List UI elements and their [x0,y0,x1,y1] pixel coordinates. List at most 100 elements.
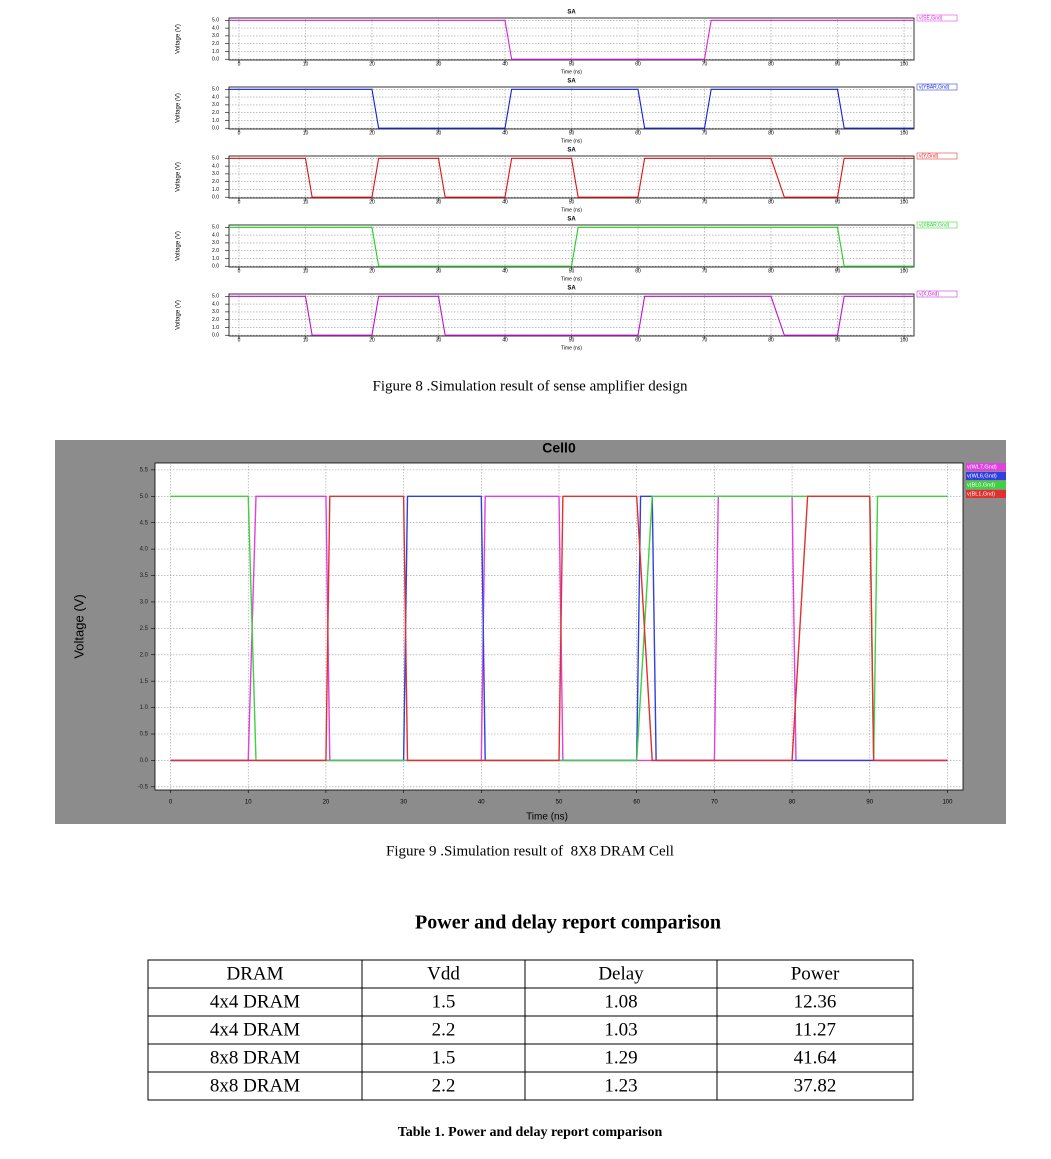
table-cell: 1.08 [604,991,637,1012]
x-tick-label: 10 [303,61,309,67]
table-cell: 2.2 [432,1019,456,1040]
y-tick-label: 2.5 [140,626,149,632]
x-tick-label: 50 [569,268,575,274]
y-tick-label: 3.0 [140,600,149,606]
series-line [229,19,914,60]
table-cell: 8x8 DRAM [210,1047,300,1068]
figure-caption: Figure 8 .Simulation result of sense amp… [373,378,688,394]
legend-swatch [966,481,1006,489]
x-tick-label: 60 [635,199,641,205]
y-tick-label: 0.0 [212,333,219,339]
x-tick-label: 50 [569,130,575,136]
x-tick-label: 100 [900,199,909,205]
y-tick-label: 5.5 [140,467,149,473]
chart-title: SA [567,79,576,85]
chart-title: SA [567,286,576,292]
y-tick-label: 4.0 [212,301,219,307]
y-tick-label: 5.0 [212,18,219,24]
series-line [229,295,914,336]
x-tick-label: 80 [768,268,774,274]
y-tick-label: 4.0 [140,547,149,553]
x-tick-label: 80 [768,337,774,343]
x-tick-label: 90 [835,199,841,205]
y-tick-label: 2.0 [212,248,219,254]
table-cell: 37.82 [794,1075,837,1096]
x-tick-label: 30 [436,61,442,67]
chart-title: SA [567,217,576,223]
x-tick-label: 0 [238,130,241,136]
x-tick-label: 0 [238,337,241,343]
x-tick-label: 40 [502,337,508,343]
y-axis-label: Voltage (V) [176,300,182,330]
chart-title: SA [567,10,576,16]
x-tick-label: 90 [835,337,841,343]
x-tick-label: 20 [369,61,375,67]
chart-title: SA [567,148,576,154]
x-tick-label: 80 [789,800,796,806]
x-tick-label: 100 [900,268,909,274]
x-tick-label: 0 [169,800,173,806]
y-tick-label: 1.0 [140,705,149,711]
table-cell: 1.29 [604,1047,637,1068]
x-tick-label: 80 [768,61,774,67]
figure-caption: Figure 9 .Simulation result of 8X8 DRAM … [386,843,674,859]
table-border [147,959,914,1101]
x-tick-label: 50 [569,199,575,205]
table-cell: 1.23 [604,1075,637,1096]
legend-box [916,14,958,22]
table-cell: 1.03 [604,1019,637,1040]
legend-label: v(SE,Gnd) [919,15,943,21]
y-tick-label: 3.0 [212,309,219,315]
x-tick-label: 70 [702,130,708,136]
y-axis-label: Voltage (V) [176,162,182,192]
y-tick-label: 2.0 [212,41,219,47]
legend-swatch [966,472,1006,480]
x-tick-label: 30 [436,337,442,343]
table-cell: 1.5 [432,991,456,1012]
y-tick-label: 3.0 [212,102,219,108]
legend-label: v(BL0,Gnd) [967,482,995,488]
x-tick-label: 20 [369,268,375,274]
x-tick-label: 90 [835,61,841,67]
x-tick-label: 60 [635,337,641,343]
y-tick-label: 1.0 [212,118,219,124]
x-tick-label: 70 [711,800,718,806]
y-tick-label: 5.0 [212,294,219,300]
x-axis-label: Time (ns) [561,207,582,213]
x-tick-label: 10 [245,800,252,806]
table-caption: Table 1. Power and delay report comparis… [398,1125,663,1140]
y-tick-label: 3.5 [140,573,149,579]
x-axis-label: Time (ns) [561,138,582,144]
x-tick-label: 100 [942,800,953,806]
y-tick-label: 1.0 [212,325,219,331]
x-tick-label: 90 [835,130,841,136]
y-tick-label: 5.0 [212,225,219,231]
y-axis-label: Voltage (V) [176,24,182,54]
y-tick-label: 0.5 [140,732,149,738]
y-tick-label: -0.5 [138,784,149,790]
x-tick-label: 40 [502,130,508,136]
x-tick-label: 50 [569,61,575,67]
table-cell: 1.5 [432,1047,456,1068]
y-tick-label: 5.0 [212,87,219,93]
y-tick-label: 1.0 [212,49,219,55]
table-title: Power and delay report comparison [415,912,721,934]
x-tick-label: 100 [900,337,909,343]
table-header-cell: Delay [598,963,644,984]
x-axis-label: Time (ns) [561,276,582,282]
x-tick-label: 30 [400,800,407,806]
y-tick-label: 2.0 [140,652,149,658]
series-line [229,157,914,198]
series-line [170,495,948,762]
legend-box [916,221,958,229]
series-line [229,88,914,129]
legend-label: v(Y,Gnd) [919,153,939,159]
y-tick-label: 0.0 [212,264,219,270]
x-tick-label: 0 [238,61,241,67]
y-tick-label: 4.5 [140,520,149,526]
x-tick-label: 60 [635,130,641,136]
x-tick-label: 100 [900,130,909,136]
x-tick-label: 20 [369,337,375,343]
x-tick-label: 40 [502,268,508,274]
x-tick-label: 40 [478,800,485,806]
